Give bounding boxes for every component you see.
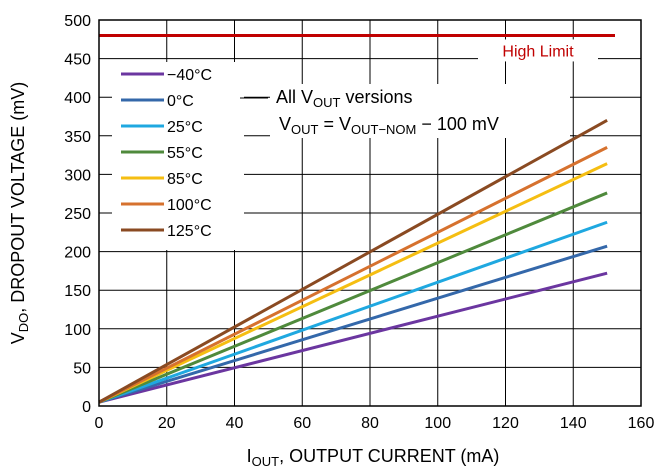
high-limit-label-bg — [478, 39, 598, 62]
y-tick-label: 300 — [64, 167, 91, 184]
legend-label: 100°C — [167, 197, 212, 214]
x-tick-label: 160 — [628, 415, 655, 432]
y-tick-label: 350 — [64, 129, 91, 146]
annotation: All VOUT versions VOUT = VOUT−NOM − 100 … — [240, 84, 570, 138]
legend-background — [112, 62, 244, 250]
series-line — [98, 271, 608, 404]
series-line — [98, 220, 608, 404]
series-line — [98, 191, 608, 404]
high-limit-label: High Limit — [502, 43, 574, 60]
legend-label: 125°C — [167, 223, 212, 240]
legend-label: −40°C — [167, 67, 212, 84]
annotation-background — [270, 84, 570, 138]
legend-label: 0°C — [167, 93, 194, 110]
x-tick-label: 80 — [361, 415, 379, 432]
x-tick-label: 120 — [492, 415, 519, 432]
series-line — [98, 119, 608, 404]
legend-label: 25°C — [167, 119, 203, 136]
annotation-line1: All VOUT versions — [276, 87, 413, 110]
tick-labels: 0 20 40 60 80 100 120 140 160 0 50 100 150 200 250 300 3… — [64, 13, 654, 432]
x-tick-label: 0 — [95, 415, 104, 432]
annotation-line2: VOUT = VOUT−NOM − 100 mV — [279, 114, 499, 137]
y-tick-label: 0 — [82, 399, 91, 416]
y-tick-label: 100 — [64, 322, 91, 339]
y-tick-label: 250 — [64, 206, 91, 223]
x-tick-label: 140 — [560, 415, 587, 432]
annotation-line1-sub: OUT — [313, 95, 341, 110]
x-tick-label: 100 — [424, 415, 451, 432]
x-tick-label: 40 — [226, 415, 244, 432]
series-line — [98, 244, 608, 404]
y-tick-label: 150 — [64, 283, 91, 300]
plot-frame — [98, 19, 642, 407]
legend: −40°C 0°C 25°C 55°C 85°C 100°C 125°C — [112, 62, 244, 250]
legend-label: 85°C — [167, 171, 203, 188]
series-line — [98, 146, 608, 404]
y-axis-title: VDO, DROPOUT VOLTAGE (mV) — [8, 82, 31, 345]
y-tick-label: 400 — [64, 90, 91, 107]
x-tick-label: 60 — [293, 415, 311, 432]
y-tick-label: 450 — [64, 52, 91, 69]
x-axis-title: IOUT, OUTPUT CURRENT (mA) — [247, 446, 500, 468]
y-tick-label: 50 — [73, 360, 91, 377]
series-lines — [98, 119, 608, 404]
x-tick-label: 20 — [158, 415, 176, 432]
y-tick-label: 500 — [64, 13, 91, 30]
high-limit: High Limit — [99, 33, 615, 62]
series-line — [98, 162, 608, 404]
y-tick-label: 200 — [64, 245, 91, 262]
legend-label: 55°C — [167, 145, 203, 162]
